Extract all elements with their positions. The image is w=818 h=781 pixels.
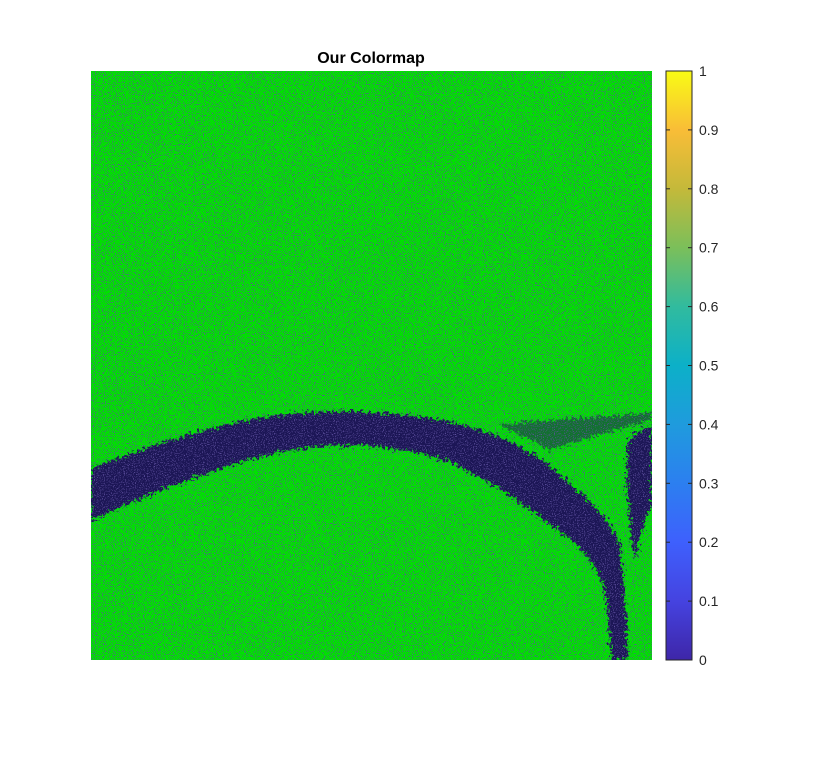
colorbar-ticks: 0 0.1 0.2 0.3 0.4 0.5 0.6 0.7 0.8 0.9 1 [666,63,719,668]
heatmap-speckle [91,71,652,660]
colorbar-tick-label: 0.8 [699,181,719,197]
chart-title: Our Colormap [317,50,425,67]
heatmap-plot-area [91,71,652,660]
colorbar-tick-label: 0.9 [699,122,719,138]
colorbar-tick-label: 0.6 [699,299,719,315]
colorbar-tick-label: 0 [699,652,707,668]
colorbar-tick-label: 0.1 [699,593,719,609]
colorbar-gradient [665,70,693,661]
colorbar-tick-label: 1 [699,63,707,79]
colorbar: 0 0.1 0.2 0.3 0.4 0.5 0.6 0.7 0.8 0.9 1 [665,63,719,668]
colorbar-tick-label: 0.3 [699,475,719,491]
colorbar-tick-label: 0.4 [699,416,719,432]
colorbar-tick-label: 0.2 [699,534,719,550]
colorbar-tick-label: 0.7 [699,240,719,256]
colorbar-tick-label: 0.5 [699,358,719,374]
